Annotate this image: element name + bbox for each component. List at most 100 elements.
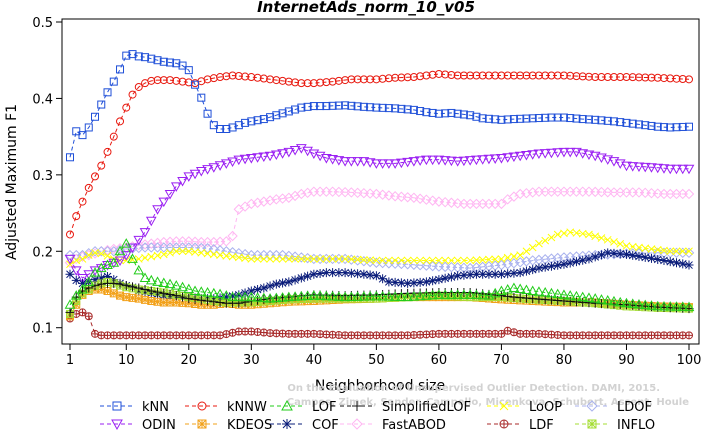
data-point [77,274,88,284]
data-point [635,243,643,252]
x-tick-label: 80 [556,353,573,368]
data-point [78,308,87,317]
data-point [164,189,176,200]
data-point [272,76,281,85]
data-point [109,77,118,86]
data-point [291,105,300,114]
data-point [658,300,670,311]
data-point [685,247,693,256]
data-point [384,277,394,287]
data-point [564,147,576,158]
data-point [203,296,213,306]
data-point [446,289,457,299]
data-point [491,71,500,80]
data-point [484,114,493,123]
data-point [371,290,382,301]
data-point [597,116,606,125]
data-point [678,259,688,269]
data-point [78,197,87,206]
data-point [521,293,531,303]
data-point [103,252,112,260]
data-point [70,290,82,300]
data-point [258,292,270,303]
data-point [291,255,299,263]
data-point [653,122,662,131]
data-point [434,109,443,118]
x-tick-label: 30 [243,353,260,368]
data-point [78,278,88,288]
data-point [335,255,343,263]
data-point [546,287,557,298]
data-point [252,197,263,208]
data-point [209,74,218,83]
data-point [284,255,293,263]
data-point [120,238,132,248]
data-point [516,114,525,123]
data-point [366,103,375,112]
data-point [253,116,262,125]
data-point [289,190,301,202]
data-point [522,247,531,256]
data-point [290,275,300,285]
data-point [453,256,462,265]
data-point [334,268,344,278]
data-point [471,289,482,300]
data-point [259,74,268,83]
data-point [145,216,157,227]
data-point [508,282,520,292]
data-point [314,290,326,300]
data-point [209,297,219,307]
data-point [172,59,181,68]
data-point [491,115,500,124]
data-point [659,255,669,265]
data-point [460,256,468,265]
data-point [477,289,489,300]
series-markers [64,186,695,268]
data-point [247,255,256,263]
data-point [241,118,250,127]
data-point [471,155,482,166]
data-point [284,277,294,287]
data-point [172,76,181,85]
data-point [622,242,631,250]
data-point [96,279,106,289]
data-point [559,113,568,122]
data-point [270,292,282,303]
data-point [596,250,606,260]
data-point [134,82,143,91]
data-point [372,103,381,112]
data-point [633,162,645,172]
data-point [577,291,589,302]
data-point [78,131,87,140]
series-markers [64,144,695,284]
data-point [421,194,432,205]
data-point [283,192,295,203]
data-point [302,187,313,199]
data-point [428,70,437,79]
data-point [159,76,168,85]
data-point [316,255,324,263]
data-point [521,266,531,276]
data-point [616,240,625,248]
data-point [541,71,550,80]
data-point [359,102,368,111]
data-point [533,149,545,159]
series-odin [64,144,695,284]
data-point [247,73,256,82]
data-point [571,147,582,158]
data-point [403,256,412,265]
data-point [347,75,356,84]
data-point [284,77,293,86]
data-point [683,164,695,175]
data-point [609,117,618,126]
data-point [341,255,349,263]
data-point [591,232,600,241]
data-point [678,122,687,131]
data-point [483,154,495,165]
data-point [177,176,188,187]
data-point [184,66,193,75]
data-point [472,112,481,121]
data-point [666,247,675,256]
data-point [516,71,525,80]
data-point [485,255,493,264]
